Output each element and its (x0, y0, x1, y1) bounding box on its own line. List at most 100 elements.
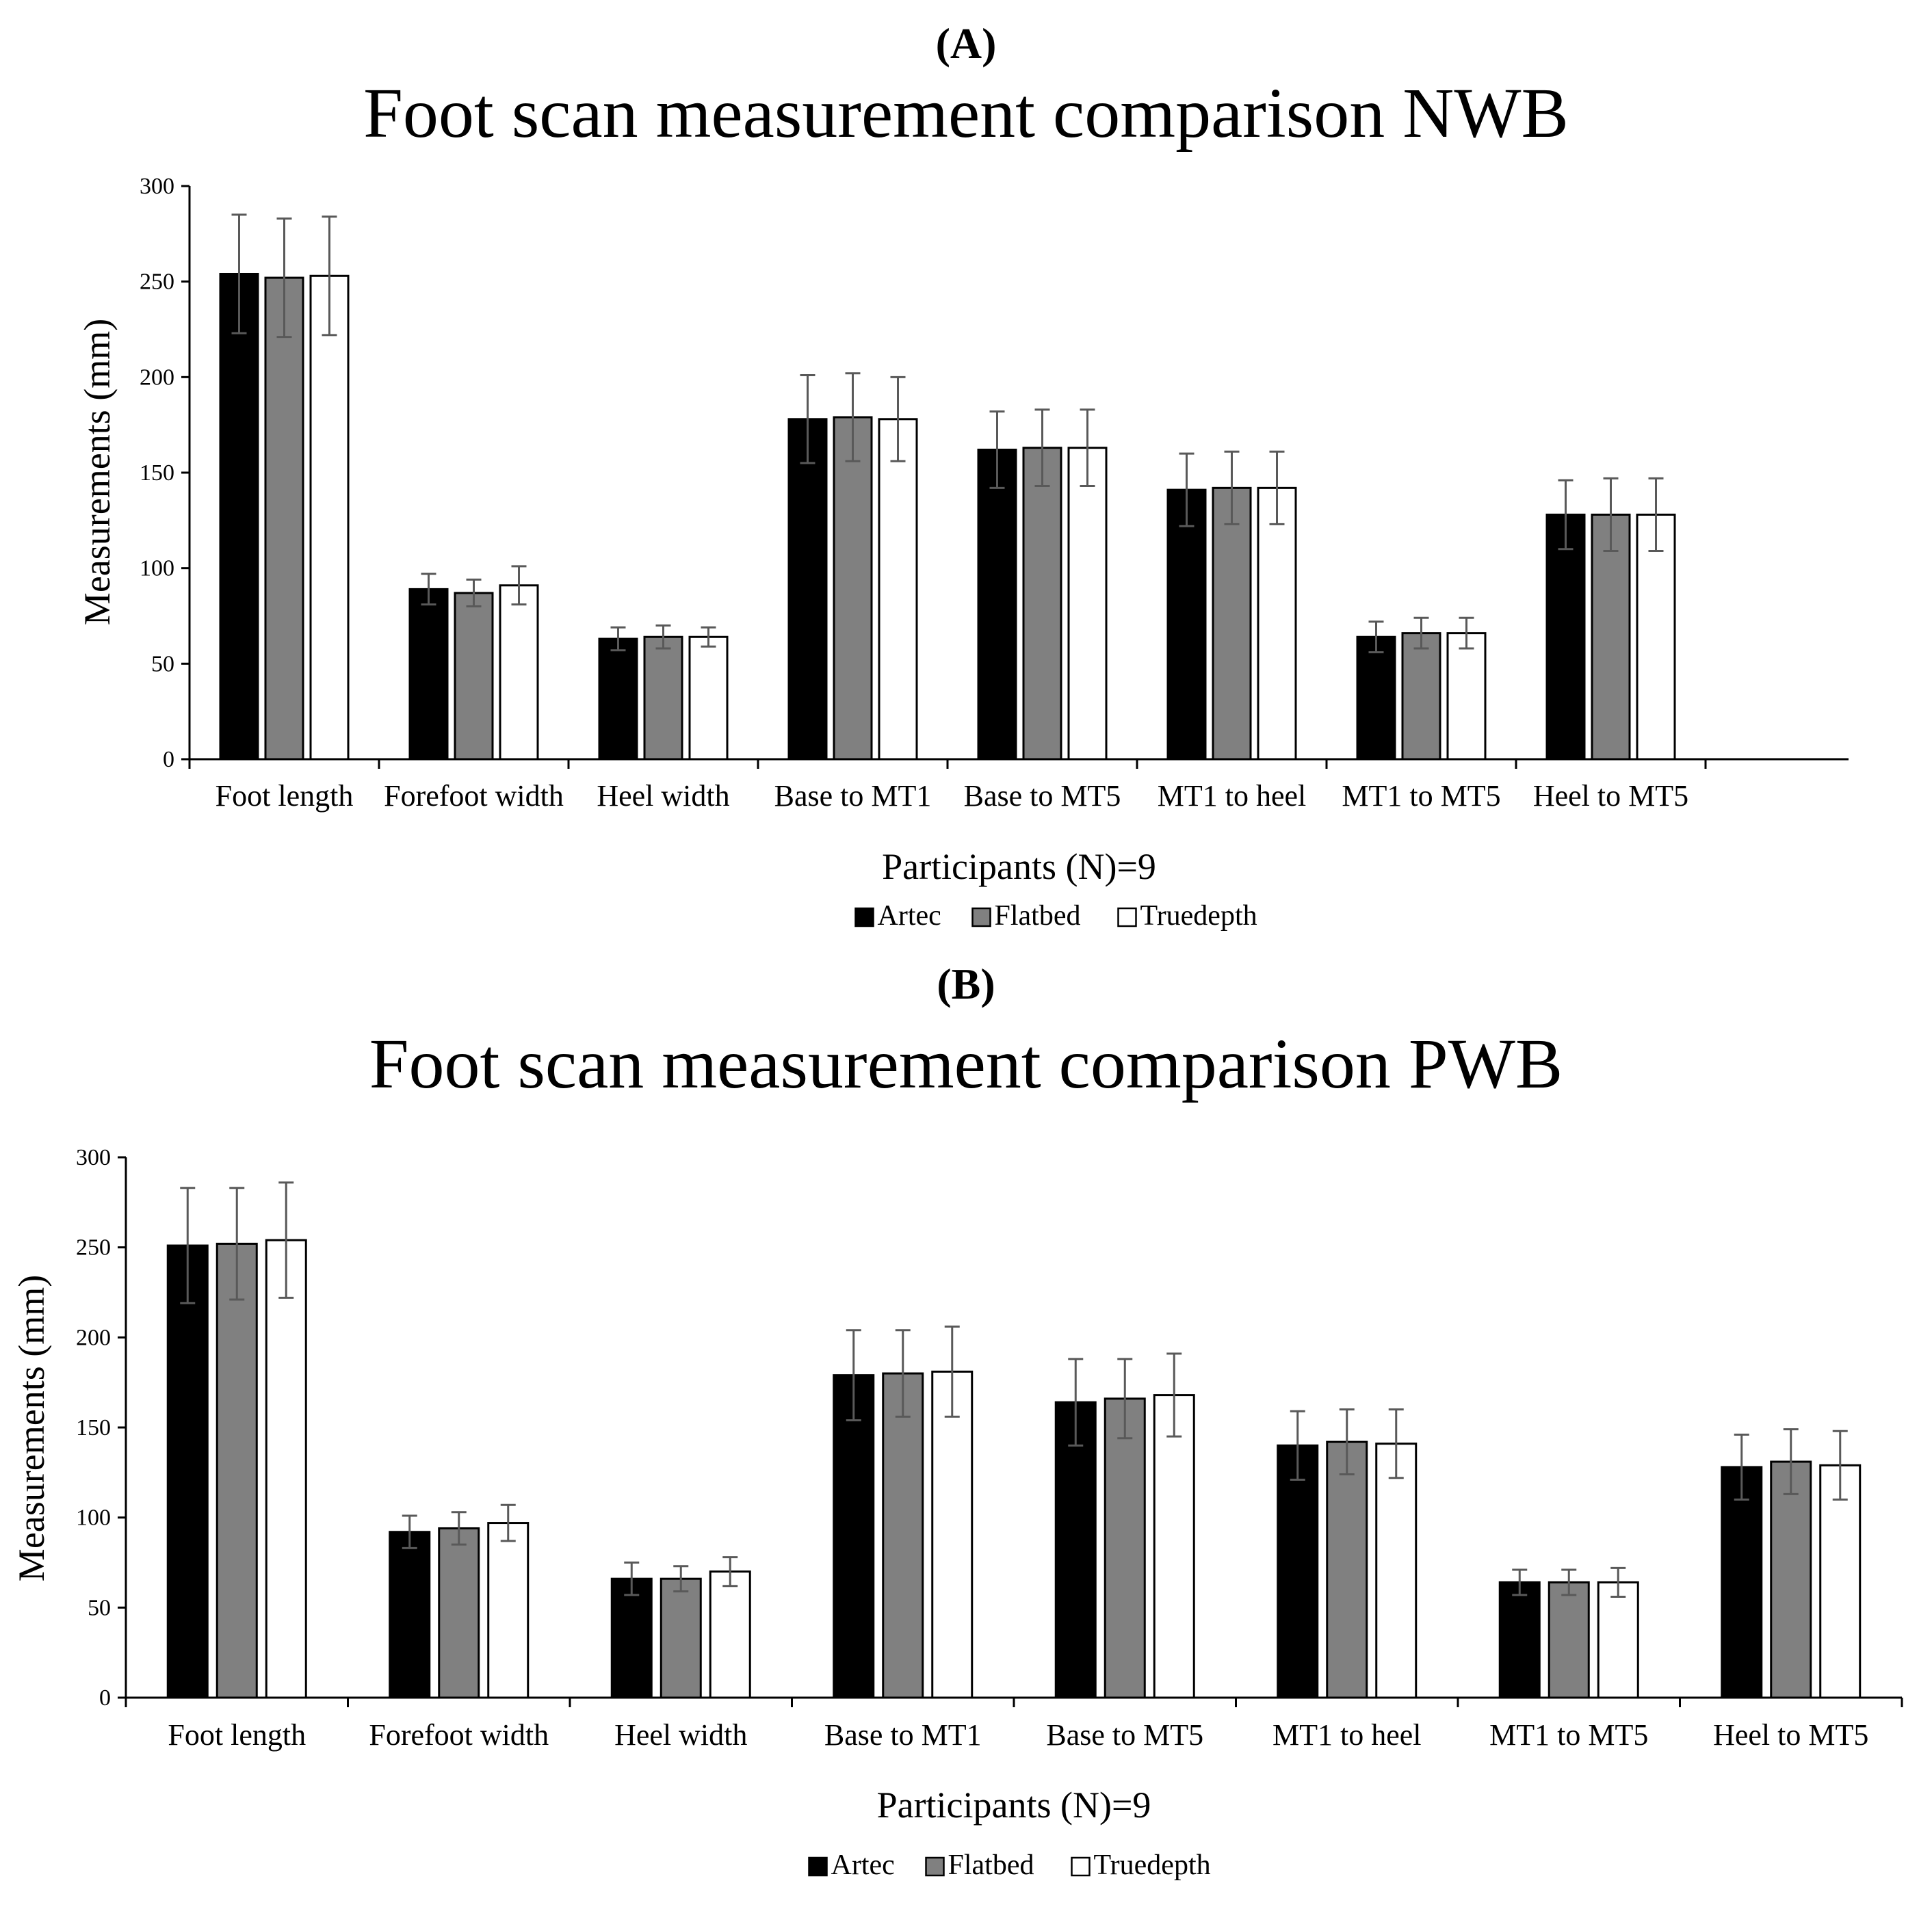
panel-a-legend-swatch-flatbed (971, 907, 991, 927)
panel-a-bar-flatbed-heel-to-mt5 (1591, 513, 1631, 761)
panel-b-y-tick-label-50: 50 (88, 1595, 111, 1620)
panel-b-bar-flatbed-mt1-to-heel (1326, 1440, 1368, 1699)
panel-a-y-tick-label-200: 200 (140, 365, 174, 390)
panel-a-x-tick-label-forefoot-width: Forefoot width (384, 779, 564, 813)
panel-a-y-axis-title: Measurements (mm) (77, 319, 118, 625)
panel-b-y-tick-label-200: 200 (76, 1325, 111, 1350)
panel-a-bar-artec-forefoot-width (408, 588, 449, 761)
chart-panel-pwb: (B) Foot scan measurement comparison PWB 0… (11, 960, 1903, 1881)
panel-b-x-tick-label-base-to-mt1: Base to MT1 (824, 1718, 982, 1752)
panel-a-x-tick-label-heel-to-mt5: Heel to MT5 (1533, 779, 1688, 813)
panel-a-bar-artec-mt1-to-heel (1166, 488, 1207, 761)
panel-b-bar-truedepth-forefoot-width (487, 1522, 530, 1699)
panel-a-bar-flatbed-mt1-to-heel (1212, 486, 1252, 761)
panel-b-legend-label-truedepth: Truedepth (1094, 1849, 1211, 1881)
panel-a-legend: Artec Flatbed Truedepth (854, 900, 1257, 932)
panel-b-bar-truedepth-heel-width (709, 1570, 751, 1699)
chart-panel-nwb: (A) Foot scan measurement comparison NWB 0… (77, 19, 1849, 932)
panel-a-legend-label-artec: Artec (878, 900, 941, 932)
panel-a-bar-truedepth-base-to-mt1 (878, 418, 918, 761)
panel-a-bar-truedepth-forefoot-width (499, 584, 539, 761)
panel-a-panel-label: (A) (936, 19, 997, 68)
panel-b-bar-artec-heel-width (610, 1577, 653, 1699)
panel-a-x-tick-label-heel-width: Heel width (597, 779, 729, 813)
panel-a-bar-truedepth-heel-to-mt5 (1636, 513, 1676, 761)
panel-b-bar-flatbed-forefoot-width (438, 1527, 480, 1699)
panel-b-x-tick-label-heel-to-mt5: Heel to MT5 (1713, 1718, 1868, 1752)
panel-b-y-tick-label-100: 100 (76, 1505, 111, 1531)
panel-b-bar-flatbed-heel-to-mt5 (1770, 1460, 1812, 1699)
panel-b-bar-flatbed-mt1-to-mt5 (1548, 1581, 1590, 1699)
panel-a-bar-artec-mt1-to-mt5 (1356, 635, 1396, 761)
panel-b-y-tick-label-0: 0 (99, 1685, 111, 1711)
panel-b-chart-title: Foot scan measurement comparison PWB (369, 1025, 1563, 1103)
panel-a-x-tick-label-mt1-to-mt5: MT1 to MT5 (1342, 779, 1500, 813)
panel-b-bar-artec-base-to-mt1 (833, 1374, 875, 1699)
panel-b-bar-truedepth-base-to-mt5 (1153, 1394, 1195, 1699)
panel-b-y-tick-label-300: 300 (76, 1145, 111, 1170)
panel-b-bar-flatbed-base-to-mt1 (882, 1372, 924, 1699)
panel-a-chart-title: Foot scan measurement comparison NWB (363, 74, 1569, 153)
panel-b-y-tick-label-250: 250 (76, 1235, 111, 1261)
panel-a-x-tick-label-foot-length: Foot length (216, 779, 354, 813)
panel-a-bar-artec-heel-width (598, 637, 638, 761)
panel-b-legend-swatch-flatbed (925, 1856, 945, 1877)
panel-b-legend-label-artec: Artec (831, 1849, 895, 1881)
panel-b-x-tick-label-base-to-mt5: Base to MT5 (1046, 1718, 1203, 1752)
panel-b-x-tick-label-foot-length: Foot length (168, 1718, 306, 1752)
panel-b-bar-artec-forefoot-width (389, 1531, 431, 1699)
panel-b-x-tick-label-forefoot-width: Forefoot width (369, 1718, 549, 1752)
panel-b-x-axis-title: Participants (N)=9 (877, 1785, 1151, 1826)
panel-b-bar-artec-base-to-mt5 (1054, 1401, 1097, 1699)
panel-b-bar-truedepth-heel-to-mt5 (1819, 1464, 1862, 1699)
panel-b-legend: Artec Flatbed Truedepth (808, 1849, 1211, 1881)
panel-b-bar-flatbed-base-to-mt5 (1104, 1397, 1146, 1699)
panel-a-x-tick-label-mt1-to-heel: MT1 to heel (1158, 779, 1307, 813)
panel-a-legend-swatch-truedepth (1117, 907, 1137, 927)
panel-a-bar-artec-base-to-mt5 (977, 448, 1017, 761)
panel-a-bar-flatbed-forefoot-width (454, 592, 494, 761)
panel-b-x-tick-label-mt1-to-heel: MT1 to heel (1272, 1718, 1422, 1752)
panel-a-bar-flatbed-base-to-mt5 (1022, 447, 1062, 761)
panel-a-bar-flatbed-heel-width (643, 635, 683, 761)
panel-b-bar-flatbed-heel-width (660, 1577, 702, 1699)
panel-a-y-tick-label-150: 150 (140, 460, 174, 486)
panel-b-bar-truedepth-mt1-to-heel (1375, 1443, 1418, 1699)
panel-a-bar-truedepth-base-to-mt5 (1067, 447, 1108, 761)
panel-a-legend-swatch-artec (854, 907, 874, 927)
panel-b-bar-truedepth-foot-length (265, 1239, 307, 1699)
panel-a-x-tick-label-base-to-mt1: Base to MT1 (774, 779, 932, 813)
panel-b-bar-artec-mt1-to-heel (1277, 1444, 1319, 1699)
panel-a-y-tick-label-100: 100 (140, 556, 174, 581)
panel-b-legend-swatch-truedepth (1071, 1856, 1091, 1877)
panel-b-panel-label: (B) (937, 960, 995, 1008)
panel-a-bar-truedepth-heel-width (688, 635, 729, 761)
panel-b-bar-artec-heel-to-mt5 (1721, 1466, 1763, 1699)
panel-a-bar-truedepth-mt1-to-mt5 (1446, 632, 1487, 761)
panel-a-bar-flatbed-foot-length (264, 276, 304, 761)
panel-a-bar-flatbed-base-to-mt1 (833, 416, 873, 761)
panel-a-bar-artec-heel-to-mt5 (1545, 513, 1586, 761)
panel-a-bar-truedepth-foot-length (309, 274, 350, 761)
panel-b-y-tick-label-150: 150 (76, 1415, 111, 1440)
panel-a-bar-flatbed-mt1-to-mt5 (1401, 632, 1441, 761)
panel-b-legend-label-flatbed: Flatbed (948, 1849, 1034, 1881)
panel-b-bar-flatbed-foot-length (216, 1242, 258, 1699)
panel-a-x-tick-label-base-to-mt5: Base to MT5 (964, 779, 1121, 813)
panel-b-y-axis-title: Measurements (mm) (11, 1275, 52, 1581)
panel-b-bar-truedepth-mt1-to-mt5 (1597, 1581, 1639, 1699)
panel-b-bar-truedepth-base-to-mt1 (931, 1370, 974, 1699)
panel-b-bar-artec-mt1-to-mt5 (1498, 1581, 1541, 1699)
panel-a-y-tick-label-300: 300 (140, 174, 174, 199)
panel-a-y-tick-label-50: 50 (151, 651, 174, 676)
panel-a-bar-truedepth-mt1-to-heel (1257, 486, 1297, 761)
panel-b-x-tick-label-heel-width: Heel width (614, 1718, 747, 1752)
panel-a-x-axis-title: Participants (N)=9 (882, 846, 1156, 887)
panel-a-y-tick-label-250: 250 (140, 269, 174, 295)
panel-b-x-tick-label-mt1-to-mt5: MT1 to MT5 (1489, 1718, 1648, 1752)
panel-a-bar-artec-base-to-mt1 (787, 418, 828, 761)
panel-b-bar-artec-foot-length (166, 1244, 209, 1699)
panel-a-legend-label-truedepth: Truedepth (1140, 900, 1257, 932)
panel-a-y-tick-label-0: 0 (163, 747, 174, 772)
